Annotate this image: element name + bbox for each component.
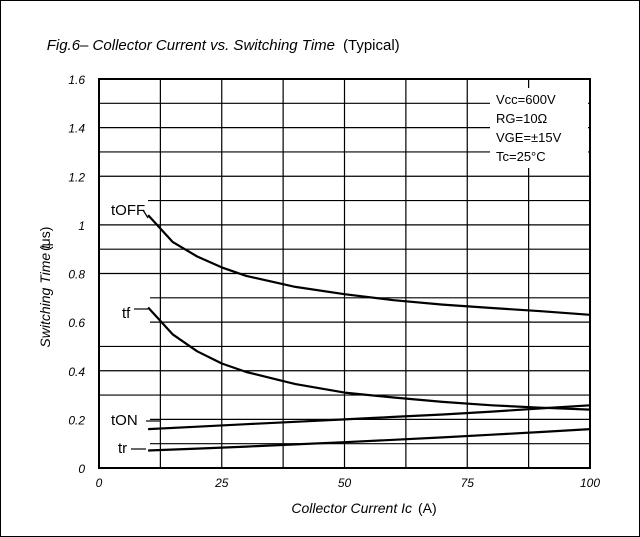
x-tick-label: 75 (461, 476, 475, 490)
chart-title: Fig.6– Collector Current vs. Switching T… (47, 37, 335, 54)
y-axis-label: Switching Time t (37, 244, 53, 348)
curve-label-background (100, 297, 150, 323)
test-condition: Vcc=600V (496, 92, 556, 107)
series-line-tf (147, 306, 591, 411)
series-line-tr (148, 428, 591, 452)
y-tick-label: 1.4 (68, 122, 85, 136)
series-label: tr (118, 440, 127, 457)
curve-label-background (100, 198, 148, 220)
y-tick-label: 1.2 (68, 170, 85, 184)
y-tick-label: 0 (78, 462, 85, 476)
series-line-tOFF (147, 214, 591, 316)
curve-label-background (100, 436, 150, 458)
leader-line (142, 209, 149, 219)
test-condition: RG=10Ω (496, 111, 548, 126)
series-label: tON (111, 412, 138, 429)
y-tick-label: 1 (78, 219, 85, 233)
chart-title-suffix: (Typical) (343, 37, 400, 54)
y-tick-label: 0.8 (68, 268, 85, 282)
test-condition: Tc=25°C (496, 149, 546, 164)
x-tick-label: 0 (96, 476, 103, 490)
series-label: tOFF (111, 202, 145, 219)
x-tick-label: 50 (338, 476, 352, 490)
x-tick-label: 100 (580, 476, 600, 490)
plot-border (98, 78, 591, 469)
series-line-tON (148, 404, 591, 431)
y-tick-label: 0.2 (68, 413, 85, 427)
y-tick-label: 0.4 (68, 365, 85, 379)
curve-label-background (100, 409, 150, 429)
y-tick-label: 1.6 (68, 73, 85, 87)
test-condition: VGE=±15V (496, 130, 562, 145)
y-tick-label: 0.6 (68, 316, 85, 330)
conditions-background (490, 88, 588, 168)
y-axis-unit: (μs) (37, 227, 53, 251)
x-axis-unit: (A) (418, 500, 437, 516)
x-axis-label: Collector Current Ic (291, 500, 412, 516)
x-tick-label: 25 (214, 476, 229, 490)
series-label: tf (122, 305, 131, 322)
